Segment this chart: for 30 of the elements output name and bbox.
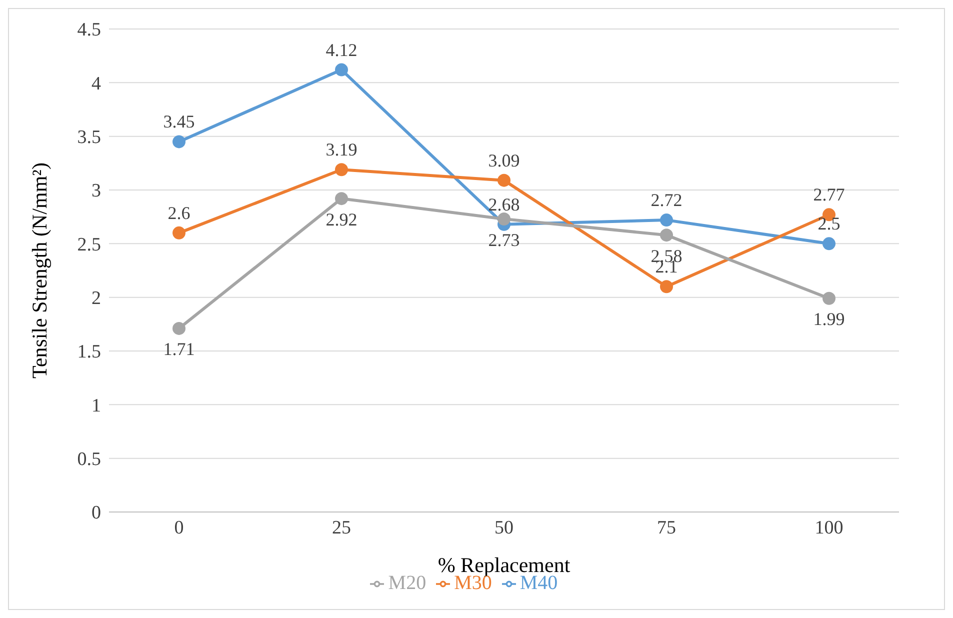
y-tick-label: 3.5 — [77, 127, 101, 148]
x-tick-label: 50 — [494, 517, 514, 538]
x-tick-label: 0 — [174, 517, 184, 538]
y-tick-label: 4.5 — [77, 20, 101, 41]
data-label: 1.99 — [813, 309, 845, 330]
y-tick-label: 0 — [92, 502, 101, 524]
data-label: 2.6 — [168, 202, 190, 223]
y-tick-label: 0.5 — [77, 449, 101, 470]
y-tick-label: 1.5 — [77, 342, 101, 363]
y-tick-label: 2 — [92, 288, 101, 310]
data-label: 2.73 — [488, 230, 520, 250]
data-label: 3.19 — [326, 140, 358, 160]
y-tick-label: 1 — [92, 395, 101, 416]
y-tick-label: 4 — [92, 73, 102, 94]
x-tick-label: 75 — [657, 517, 676, 538]
legend-label: M20 — [388, 572, 426, 594]
y-tick-label: 2.5 — [77, 234, 101, 256]
data-label: 2.5 — [818, 214, 840, 234]
data-label: 1.71 — [163, 339, 195, 360]
y-tick-label: 3 — [92, 180, 101, 202]
data-label: 2.92 — [326, 209, 358, 230]
y-axis-title: Tensile Strength (N/mm²) — [27, 162, 52, 378]
data-label: 3.09 — [488, 150, 520, 170]
data-label: 2.72 — [650, 190, 682, 210]
x-tick-label: 25 — [332, 517, 351, 538]
x-tick-label: 100 — [814, 517, 844, 538]
data-label: 4.12 — [326, 40, 358, 60]
data-label: 3.45 — [163, 112, 195, 132]
data-label: 2.77 — [813, 184, 845, 205]
data-label: 2.68 — [488, 194, 520, 214]
